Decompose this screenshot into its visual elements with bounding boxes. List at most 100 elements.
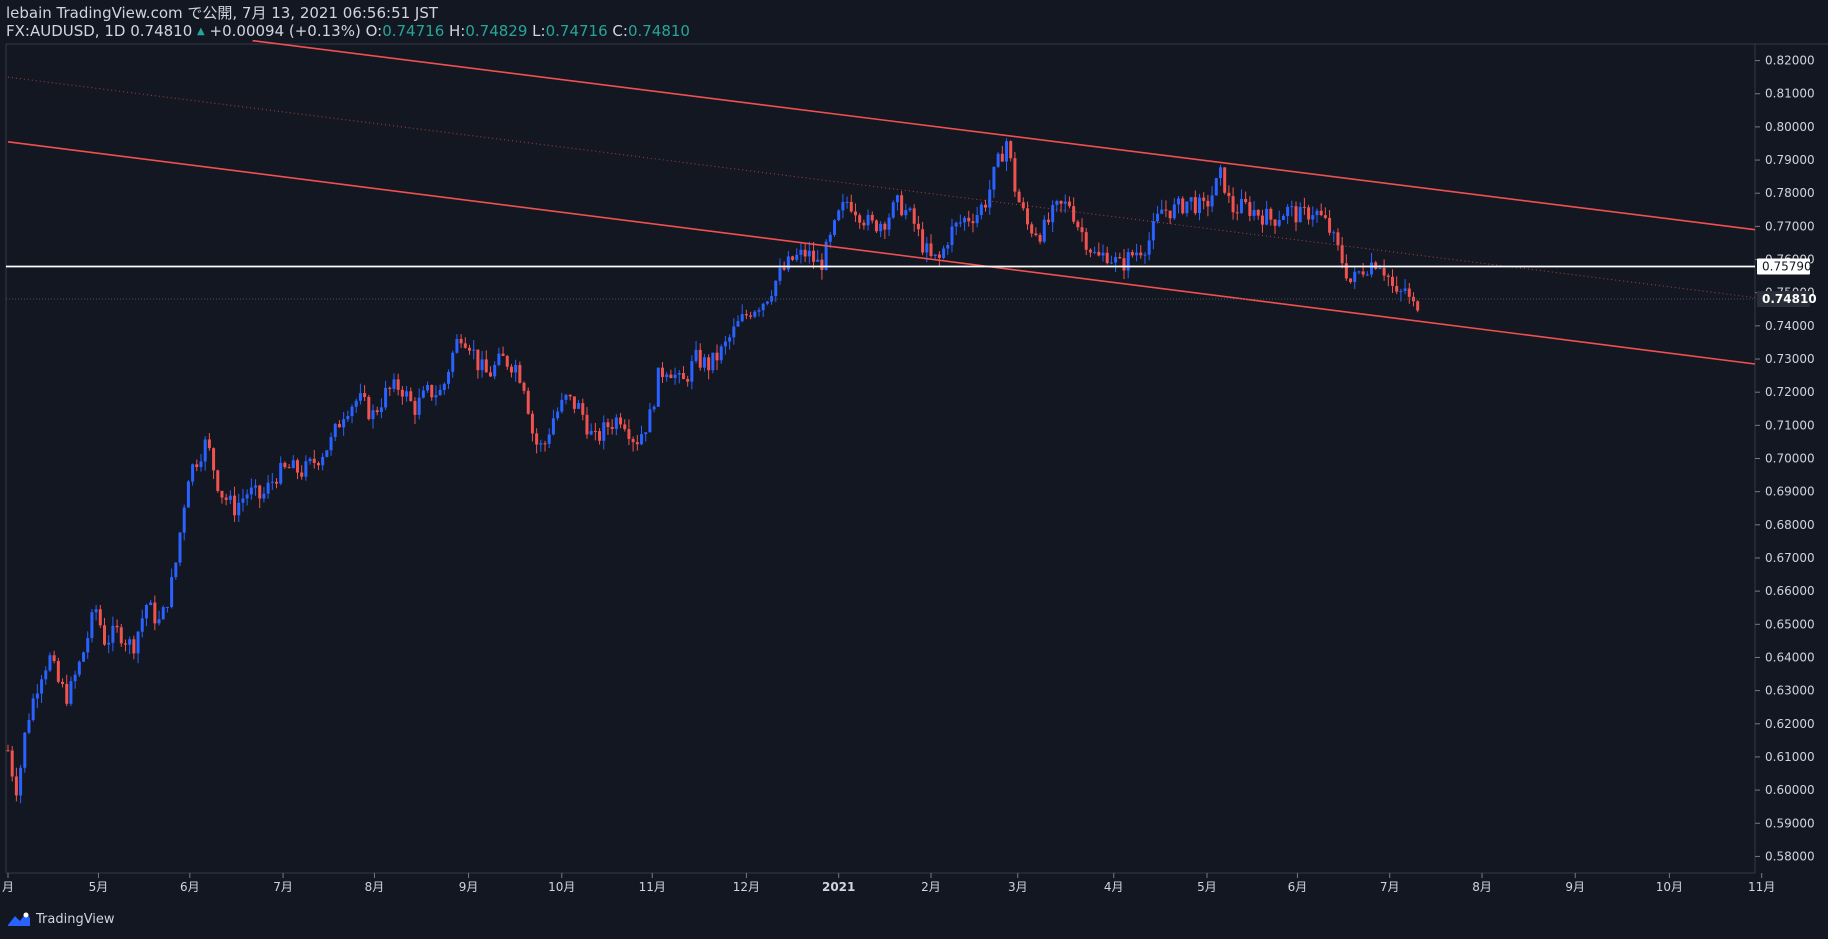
candle xyxy=(518,361,522,384)
candle xyxy=(254,479,258,496)
candle-body xyxy=(640,434,644,445)
candle-body xyxy=(1076,221,1080,228)
candle-body xyxy=(1000,153,1004,162)
candle-body xyxy=(409,391,413,401)
candle xyxy=(392,373,396,393)
candle-body xyxy=(1403,288,1407,291)
candle xyxy=(459,334,463,348)
candle xyxy=(186,479,190,508)
candle xyxy=(1319,203,1323,217)
candle-body xyxy=(845,201,849,203)
candle xyxy=(1156,206,1160,224)
candle-body xyxy=(484,359,488,373)
candle xyxy=(681,365,685,380)
candle xyxy=(1386,273,1390,287)
candle-body xyxy=(69,681,73,704)
candle xyxy=(535,428,539,454)
candle xyxy=(245,489,249,506)
candle xyxy=(52,650,56,664)
candle xyxy=(837,209,841,222)
candle xyxy=(887,213,891,237)
candle xyxy=(1034,227,1038,237)
candle-body xyxy=(791,256,795,260)
candle xyxy=(207,433,211,451)
channel-upper-line xyxy=(252,39,1756,231)
candle xyxy=(1231,187,1235,220)
candle-body xyxy=(1357,271,1361,273)
candle xyxy=(958,214,962,227)
candle xyxy=(770,290,774,305)
candle-body xyxy=(447,371,451,384)
candle xyxy=(702,353,706,372)
candle xyxy=(728,334,732,350)
candle xyxy=(757,307,761,317)
x-tick-label: 4月 xyxy=(1104,880,1124,894)
candle xyxy=(627,419,631,446)
candle xyxy=(1357,270,1361,275)
candle xyxy=(170,568,174,609)
candle-body xyxy=(610,427,614,429)
candle-body xyxy=(1017,191,1021,203)
candle-body xyxy=(186,481,190,508)
candle xyxy=(1202,192,1206,210)
candle-body xyxy=(728,337,732,342)
candle xyxy=(325,450,329,458)
candle-body xyxy=(971,221,975,224)
brand-name[interactable]: TradingView xyxy=(36,911,115,927)
candle xyxy=(849,194,853,214)
candle-body xyxy=(1156,213,1160,222)
candle-body xyxy=(392,379,396,389)
candle-body xyxy=(1239,198,1243,214)
candle-body xyxy=(979,204,983,216)
candle-body xyxy=(514,365,518,373)
candle xyxy=(1365,271,1369,276)
symbol-label[interactable]: FX:AUDUSD, 1D xyxy=(6,22,126,40)
candle-body xyxy=(870,214,874,221)
candle xyxy=(665,372,669,382)
candle-body xyxy=(195,464,199,468)
candle-body xyxy=(1177,198,1181,205)
candle-body xyxy=(396,379,400,390)
candle xyxy=(40,674,44,704)
candle-body xyxy=(224,497,228,500)
x-tick-label: 10月 xyxy=(1656,880,1683,894)
candle-body xyxy=(52,655,56,662)
candle-body xyxy=(1328,217,1332,233)
candle-body xyxy=(572,396,576,409)
candle xyxy=(1336,228,1340,251)
candle xyxy=(468,344,471,355)
candle-body xyxy=(283,462,287,468)
candle-body xyxy=(942,248,946,258)
candle xyxy=(795,248,799,262)
close-value: 0.74810 xyxy=(627,22,690,40)
x-tick-label: 月 xyxy=(2,880,14,894)
candle xyxy=(316,461,320,471)
candle-body xyxy=(308,458,312,462)
x-tick-label: 5月 xyxy=(89,880,109,894)
candle-body xyxy=(681,372,685,380)
candle xyxy=(1185,201,1189,217)
candle-body xyxy=(1193,197,1197,214)
candle xyxy=(1235,204,1239,221)
candle-body xyxy=(119,627,123,644)
candle xyxy=(1114,252,1118,273)
candle xyxy=(1084,227,1088,256)
candle-body xyxy=(1416,301,1420,311)
candle xyxy=(984,199,988,212)
candle-body xyxy=(1080,227,1084,233)
candle-body xyxy=(61,681,65,684)
candle xyxy=(191,463,195,486)
candle xyxy=(417,388,421,420)
candle xyxy=(824,239,828,271)
candle xyxy=(413,397,417,425)
y-tick-label: 0.58000 xyxy=(1765,849,1815,863)
candle-body xyxy=(1277,220,1281,226)
candle xyxy=(35,684,39,709)
candle-body xyxy=(1122,258,1126,271)
candle xyxy=(1105,246,1109,265)
candle xyxy=(1005,138,1009,172)
candle xyxy=(6,744,10,752)
candle xyxy=(195,459,199,472)
candle xyxy=(212,447,216,480)
